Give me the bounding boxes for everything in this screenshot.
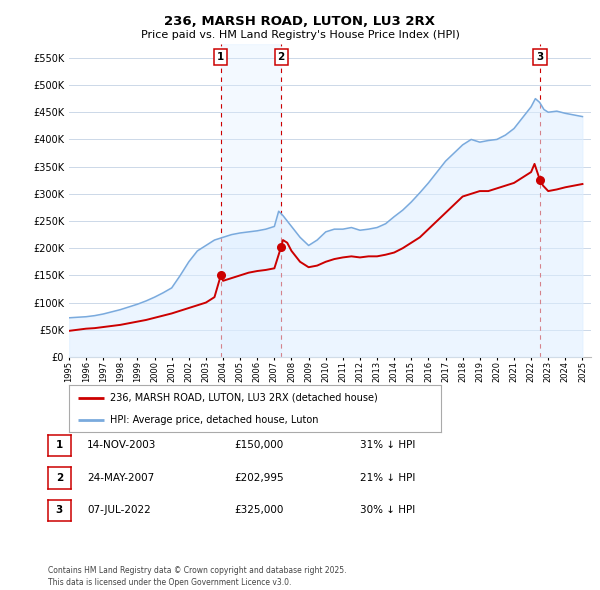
Text: £150,000: £150,000 (234, 441, 283, 450)
Text: 2: 2 (278, 52, 285, 62)
Text: 07-JUL-2022: 07-JUL-2022 (87, 506, 151, 515)
Text: £202,995: £202,995 (234, 473, 284, 483)
Text: 236, MARSH ROAD, LUTON, LU3 2RX (detached house): 236, MARSH ROAD, LUTON, LU3 2RX (detache… (110, 393, 377, 403)
Text: 2: 2 (56, 473, 63, 483)
Text: 1: 1 (56, 441, 63, 450)
Text: 236, MARSH ROAD, LUTON, LU3 2RX: 236, MARSH ROAD, LUTON, LU3 2RX (164, 15, 436, 28)
Text: 30% ↓ HPI: 30% ↓ HPI (360, 506, 415, 515)
Text: 3: 3 (56, 506, 63, 515)
Text: 1: 1 (217, 52, 224, 62)
Text: 3: 3 (536, 52, 544, 62)
Bar (221, 44, 281, 357)
Text: HPI: Average price, detached house, Luton: HPI: Average price, detached house, Luto… (110, 415, 319, 425)
Text: 21% ↓ HPI: 21% ↓ HPI (360, 473, 415, 483)
Text: Contains HM Land Registry data © Crown copyright and database right 2025.
This d: Contains HM Land Registry data © Crown c… (48, 566, 347, 587)
Text: £325,000: £325,000 (234, 506, 283, 515)
Text: 31% ↓ HPI: 31% ↓ HPI (360, 441, 415, 450)
Text: 24-MAY-2007: 24-MAY-2007 (87, 473, 154, 483)
Text: 14-NOV-2003: 14-NOV-2003 (87, 441, 157, 450)
Text: Price paid vs. HM Land Registry's House Price Index (HPI): Price paid vs. HM Land Registry's House … (140, 30, 460, 40)
